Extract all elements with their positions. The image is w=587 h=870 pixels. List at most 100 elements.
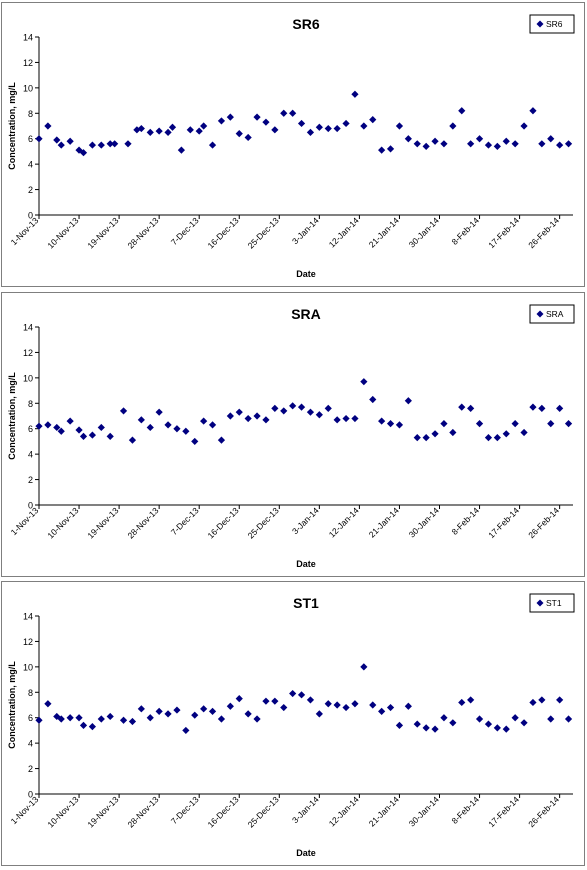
data-point: [66, 137, 74, 145]
data-point: [235, 130, 243, 138]
data-point: [253, 113, 261, 121]
x-tick-label: 16-Dec-13: [206, 215, 241, 250]
data-point: [538, 140, 546, 148]
x-tick-label: 10-Nov-13: [45, 215, 80, 250]
data-point: [57, 427, 65, 435]
chart-st1: ST1 0 2 4 6 8 10 12 14 1-Nov-13 10-Nov-13 19-Nov-13…: [7, 593, 575, 858]
data-point: [106, 140, 114, 148]
data-point: [124, 140, 132, 148]
data-point: [271, 404, 279, 412]
data-point: [333, 701, 341, 709]
data-point: [35, 716, 43, 724]
data-point: [404, 397, 412, 405]
x-tick-label: 16-Dec-13: [206, 505, 241, 540]
y-tick-label: 12: [23, 637, 33, 647]
data-point: [57, 141, 65, 149]
y-tick-label: 12: [23, 58, 33, 68]
data-point: [244, 133, 252, 142]
data-point: [431, 137, 439, 145]
legend-marker: [536, 20, 544, 28]
data-point: [146, 423, 154, 432]
data-point: [217, 117, 226, 125]
data-point: [289, 109, 297, 117]
data-point: [226, 113, 234, 121]
x-tick-label: 8-Feb-14: [449, 505, 481, 537]
x-tick-label: 7-Dec-13: [169, 215, 201, 247]
y-tick-label: 0: [28, 211, 33, 221]
data-point: [208, 141, 217, 149]
legend-label: SR6: [546, 19, 563, 29]
x-tick-label: 7-Dec-13: [169, 794, 201, 826]
data-point: [35, 135, 43, 143]
data-point: [458, 698, 466, 707]
data-point: [97, 423, 105, 432]
x-tick-label: 28-Nov-13: [125, 215, 160, 250]
data-point: [493, 434, 501, 442]
data-point: [395, 122, 404, 130]
data-point: [360, 378, 368, 386]
data-point: [106, 712, 114, 721]
chart-title: ST1: [293, 595, 319, 611]
x-tick-label: 12-Jan-14: [327, 505, 361, 539]
data-point: [119, 716, 128, 724]
data-point: [520, 719, 528, 727]
data-point: [502, 137, 510, 145]
x-tick-label: 17-Feb-14: [486, 794, 521, 829]
data-point: [351, 90, 359, 98]
data-point: [467, 696, 475, 704]
y-tick-label: 4: [28, 160, 33, 170]
x-tick-label: 7-Dec-13: [169, 505, 201, 537]
legend: SR6: [529, 14, 575, 34]
x-tick-label: 26-Feb-14: [526, 215, 561, 250]
data-point: [449, 428, 457, 437]
x-tick-label: 28-Nov-13: [125, 505, 160, 540]
x-tick-label: 28-Nov-13: [125, 794, 160, 829]
data-point: [458, 107, 466, 115]
x-tick-label: 26-Feb-14: [526, 794, 561, 829]
data-point: [529, 698, 537, 707]
data-point: [449, 122, 457, 130]
x-tick-label: 17-Feb-14: [486, 505, 521, 540]
x-tick-label: 8-Feb-14: [449, 215, 481, 247]
x-tick-label: 30-Jan-14: [407, 505, 441, 539]
data-point: [538, 404, 546, 412]
data-point: [378, 146, 386, 154]
data-point: [556, 141, 564, 149]
legend-box: [529, 14, 575, 34]
data-point: [386, 703, 395, 712]
data-point: [217, 715, 226, 723]
x-tick-label: 1-Nov-13: [9, 215, 41, 247]
y-tick-label: 2: [28, 764, 33, 774]
y-tick-label: 8: [28, 109, 33, 119]
legend: ST1: [529, 593, 575, 613]
y-axis-label: Concentration, mg/L: [7, 372, 17, 460]
y-tick-label: 10: [23, 83, 33, 93]
y-axis-label: Concentration, mg/L: [7, 661, 17, 749]
x-tick-label: 12-Jan-14: [327, 215, 361, 249]
data-point: [324, 124, 332, 133]
x-tick-label: 25-Dec-13: [246, 215, 281, 250]
y-tick-label: 6: [28, 134, 33, 144]
y-tick-label: 6: [28, 424, 33, 434]
data-point: [342, 119, 350, 128]
data-point: [66, 714, 74, 722]
x-tick-label: 16-Dec-13: [206, 794, 241, 829]
data-point: [146, 714, 154, 722]
x-tick-label: 19-Nov-13: [85, 215, 120, 250]
data-point: [564, 140, 573, 148]
legend-label: SRA: [546, 309, 564, 319]
plot-area: [39, 327, 573, 505]
data-point: [75, 426, 83, 434]
data-point: [333, 124, 341, 133]
data-point: [128, 717, 137, 726]
x-tick-label: 21-Jan-14: [367, 794, 401, 828]
data-point: [484, 141, 493, 149]
data-point: [333, 416, 341, 424]
data-point: [182, 427, 190, 435]
data-point: [177, 146, 185, 154]
y-tick-label: 10: [23, 662, 33, 672]
data-point: [404, 135, 412, 143]
chart-title: SR6: [292, 16, 319, 32]
data-point: [111, 140, 119, 148]
